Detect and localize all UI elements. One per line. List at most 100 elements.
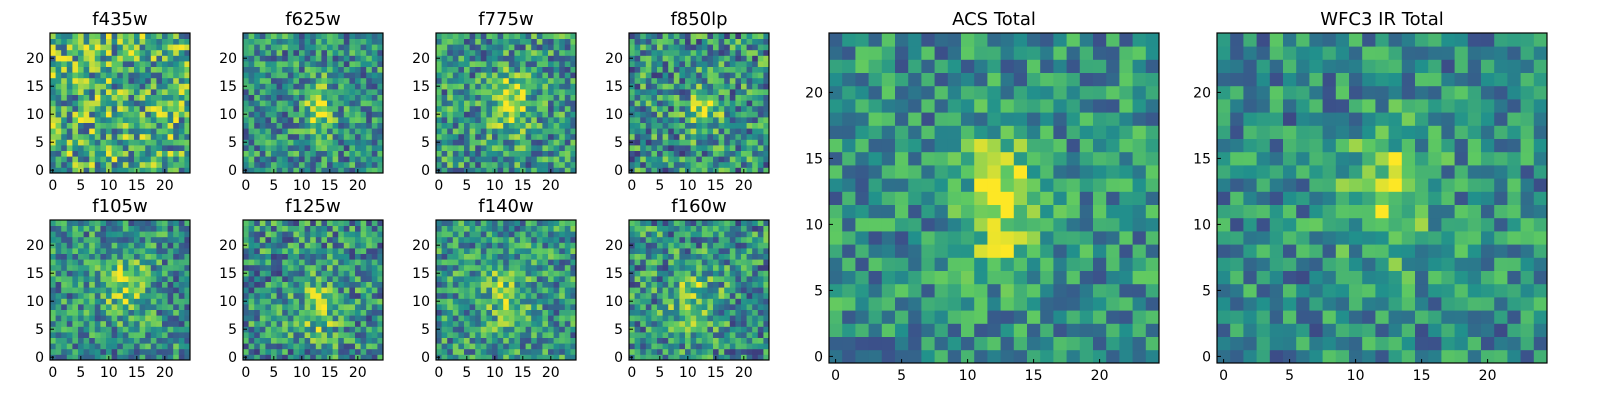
pixel-cell [741,55,747,62]
pixel-cell [184,55,191,62]
pixel-cell [139,292,146,299]
pixel-cell [265,83,272,90]
pixel-cell [452,326,459,333]
pixel-cell [452,161,459,168]
pixel-cell [315,105,322,112]
pixel-cell [304,161,311,168]
pixel-cell [366,248,373,254]
pixel-cell [55,292,62,299]
pixel-cell [701,133,708,140]
pixel-cell [514,61,521,67]
pixel-cell [548,225,554,232]
pixel-cell [559,259,566,266]
pixel-cell [162,150,168,157]
pixel-cell [343,220,350,226]
pixel-cell [304,287,311,294]
pixel-cell [122,315,129,322]
pixel-cell [178,337,185,344]
pixel-cell [701,94,708,101]
pixel-cell [480,248,487,254]
pixel-cell [480,66,487,73]
pixel-cell [282,236,289,243]
pixel-cell [640,259,647,266]
pixel-cell [475,161,482,168]
pixel-cell [645,343,652,350]
pixel-cell [559,133,566,140]
pixel-cell [321,304,328,310]
pixel-cell [134,145,140,151]
pixel-cell [542,287,549,294]
pixel-cell [94,242,101,249]
pixel-cell [134,236,140,243]
pixel-cell [752,281,759,288]
pixel-cell [492,220,498,226]
pixel-cell [447,44,454,51]
pixel-cell [508,111,515,118]
pixel-cell [651,55,658,62]
pixel-cell [89,83,96,90]
pixel-cell [570,38,577,45]
pixel-cell [327,253,333,260]
pixel-cell [94,281,101,288]
pixel-cell [657,315,663,322]
pixel-cell [729,292,736,299]
pixel-cell [111,264,118,271]
pixel-cell [271,83,277,90]
pixel-cell [570,105,577,112]
pixel-cell [634,304,641,310]
pixel-cell [559,332,566,338]
pixel-cell [371,309,378,316]
pixel-cell [94,150,101,157]
pixel-cell [685,292,691,299]
pixel-cell [66,248,73,254]
pixel-cell [447,61,454,67]
pixel-cell [338,332,345,338]
pixel-cell [360,66,367,73]
pixel-cell [548,320,554,327]
pixel-cell [752,332,759,338]
pixel-cell [145,66,152,73]
pixel-cell [486,332,493,338]
pixel-cell [371,161,378,168]
pixel-cell [94,332,101,338]
pixel-cell [122,236,129,243]
pixel-cell [117,122,124,129]
pixel-cell [276,66,283,73]
pixel-cell [503,231,510,238]
pixel-cell [707,55,714,62]
pixel-cell [707,44,714,51]
pixel-cell [553,38,560,45]
pixel-cell [184,242,191,249]
pixel-cell [525,220,532,226]
pixel-cell [248,320,255,327]
pixel-cell [360,343,367,350]
pixel-cell [553,44,560,51]
pixel-cell [464,139,470,146]
pixel-cell [752,326,759,333]
pixel-cell [254,332,261,338]
pixel-cell [746,77,753,84]
pixel-cell [679,287,686,294]
pixel-cell [645,83,652,90]
pixel-cell [752,287,759,294]
pixel-cell [111,122,118,129]
pixel-cell [377,248,384,254]
pixel-cell [486,111,493,118]
pixel-cell [707,122,714,129]
pixel-cell [458,304,465,310]
pixel-cell [464,343,470,350]
pixel-cell [78,72,84,79]
pixel-cell [729,337,736,344]
pixel-cell [458,133,465,140]
pixel-cell [94,220,101,226]
pixel-cell [452,354,459,361]
pixel-cell [299,49,305,56]
pixel-cell [282,337,289,344]
y-tick-label: 15 [605,79,623,95]
pixel-cell [366,264,373,271]
pixel-cell [265,117,272,123]
pixel-cell [248,287,255,294]
pixel-cell [458,128,465,135]
pixel-cell [254,61,261,67]
pixel-cell [718,259,725,266]
